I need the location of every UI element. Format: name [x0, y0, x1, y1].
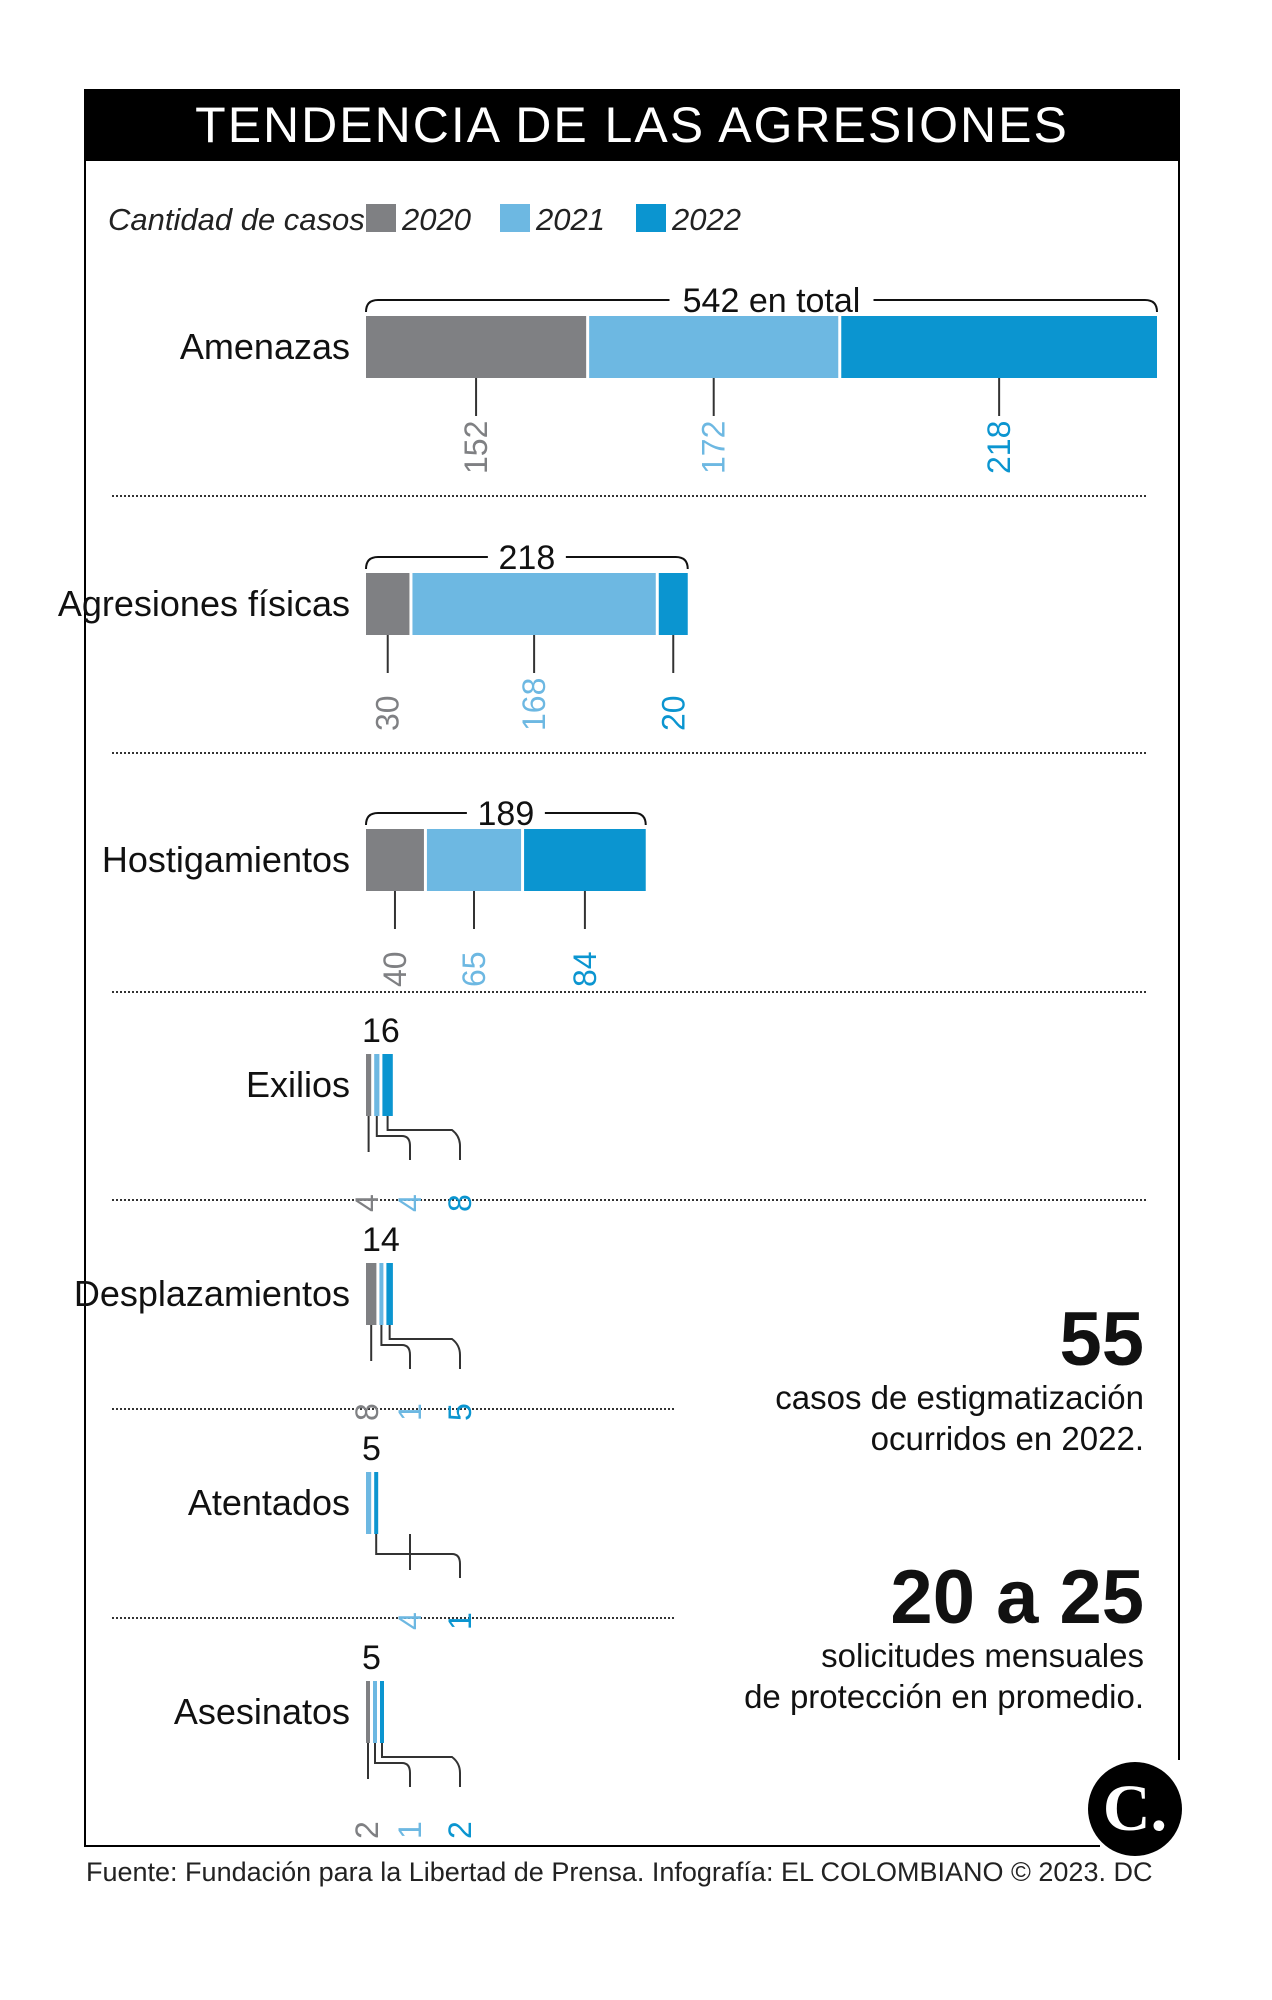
value-label-2021: 1: [392, 1403, 428, 1421]
leader-line: [388, 1325, 461, 1369]
bar-hostigamientos-2022: [524, 829, 646, 891]
category-label: Asesinatos: [174, 1691, 350, 1732]
value-label-2021: 65: [456, 951, 492, 987]
category-label: Hostigamientos: [102, 839, 350, 880]
value-label-2020: 40: [377, 951, 413, 987]
total-bracket: [365, 812, 647, 826]
legend-label-2020: 2020: [401, 202, 471, 237]
value-label-2021: 1: [392, 1821, 428, 1839]
bar-desplazamientos-2021: [379, 1263, 384, 1325]
bar-hostigamientos-2020: [366, 829, 424, 891]
total-label: 189: [478, 795, 535, 833]
value-label-2021: 4: [392, 1612, 428, 1630]
value-label-2020: 30: [370, 695, 406, 731]
total-bracket: [365, 299, 1158, 313]
bar-exilios-2020: [366, 1054, 372, 1116]
leader-line: [375, 1534, 461, 1578]
stat-description-stigmatization: casos de estigmatización ocurridos en 20…: [775, 1377, 1144, 1459]
bar-hostigamientos-2021: [426, 829, 522, 891]
total-label: 218: [499, 539, 556, 577]
total-label: 5: [362, 1639, 381, 1677]
bar-atentados-2021: [366, 1472, 372, 1534]
leader-line: [386, 1116, 461, 1160]
value-label-2020: 8: [349, 1403, 385, 1421]
leader-line: [380, 1325, 411, 1369]
total-bracket: [365, 556, 689, 570]
chart-title: TENDENCIA DE LAS AGRESIONES: [195, 97, 1069, 153]
leader-line: [374, 1743, 411, 1787]
bar-agresiones-físicas-2021: [412, 573, 656, 635]
category-label: Atentados: [188, 1482, 350, 1523]
stat-line: solicitudes mensuales: [821, 1637, 1144, 1674]
leader-line: [381, 1743, 461, 1787]
bar-asesinatos-2020: [366, 1681, 370, 1743]
legend-swatch-2021: [500, 204, 530, 232]
bar-desplazamientos-2020: [366, 1263, 377, 1325]
source-credit: Fuente: Fundación para la Libertad de Pr…: [86, 1857, 1153, 1887]
value-label-2022: 8: [442, 1194, 478, 1212]
category-label: Desplazamientos: [74, 1273, 350, 1314]
value-label-2021: 172: [696, 421, 732, 474]
total-label: 14: [362, 1221, 400, 1259]
value-label-2022: 2: [442, 1821, 478, 1839]
value-label-2020: 4: [349, 1194, 385, 1212]
bar-amenazas-2022: [841, 316, 1157, 378]
legend-title: Cantidad de casos: [108, 202, 365, 237]
legend-label-2021: 2021: [535, 202, 605, 237]
el-colombiano-logo: C.: [1088, 1762, 1182, 1856]
total-label: 542 en total: [683, 282, 861, 320]
title-bar: [84, 89, 1180, 161]
total-label: 5: [362, 1430, 381, 1468]
stat-line: casos de estigmatización: [775, 1379, 1144, 1416]
stat-number-stigmatization: 55: [1059, 1297, 1144, 1382]
legend-swatch-2022: [636, 204, 666, 232]
stat-description-protection-requests: solicitudes mensuales de protección en p…: [744, 1635, 1144, 1717]
category-label: Exilios: [246, 1064, 350, 1105]
bar-amenazas-2021: [589, 316, 839, 378]
value-label-2022: 5: [442, 1403, 478, 1421]
value-label-2021: 168: [516, 678, 552, 731]
legend-swatch-2020: [366, 204, 396, 232]
value-label-2020: 2: [349, 1821, 385, 1839]
bar-asesinatos-2022: [380, 1681, 384, 1743]
value-label-2022: 1: [442, 1612, 478, 1630]
leader-line: [375, 1116, 411, 1160]
bar-atentados-2022: [374, 1472, 379, 1534]
value-label-2022: 218: [981, 421, 1017, 474]
bar-amenazas-2020: [366, 316, 587, 378]
value-label-2021: 4: [392, 1194, 428, 1212]
bar-asesinatos-2021: [373, 1681, 377, 1743]
value-label-2022: 84: [567, 951, 603, 987]
bar-exilios-2022: [382, 1054, 393, 1116]
bar-exilios-2021: [374, 1054, 380, 1116]
bar-agresiones-físicas-2020: [366, 573, 410, 635]
category-label: Agresiones físicas: [58, 583, 350, 624]
stat-line: ocurridos en 2022.: [870, 1420, 1144, 1457]
bar-desplazamientos-2022: [386, 1263, 393, 1325]
stat-line: de protección en promedio.: [744, 1678, 1144, 1715]
total-label: 16: [362, 1012, 400, 1050]
category-label: Amenazas: [180, 326, 350, 367]
bar-agresiones-físicas-2022: [658, 573, 688, 635]
stat-number-protection-requests: 20 a 25: [890, 1555, 1144, 1640]
value-label-2020: 152: [458, 421, 494, 474]
legend-label-2022: 2022: [671, 202, 741, 237]
value-label-2022: 20: [655, 695, 691, 731]
